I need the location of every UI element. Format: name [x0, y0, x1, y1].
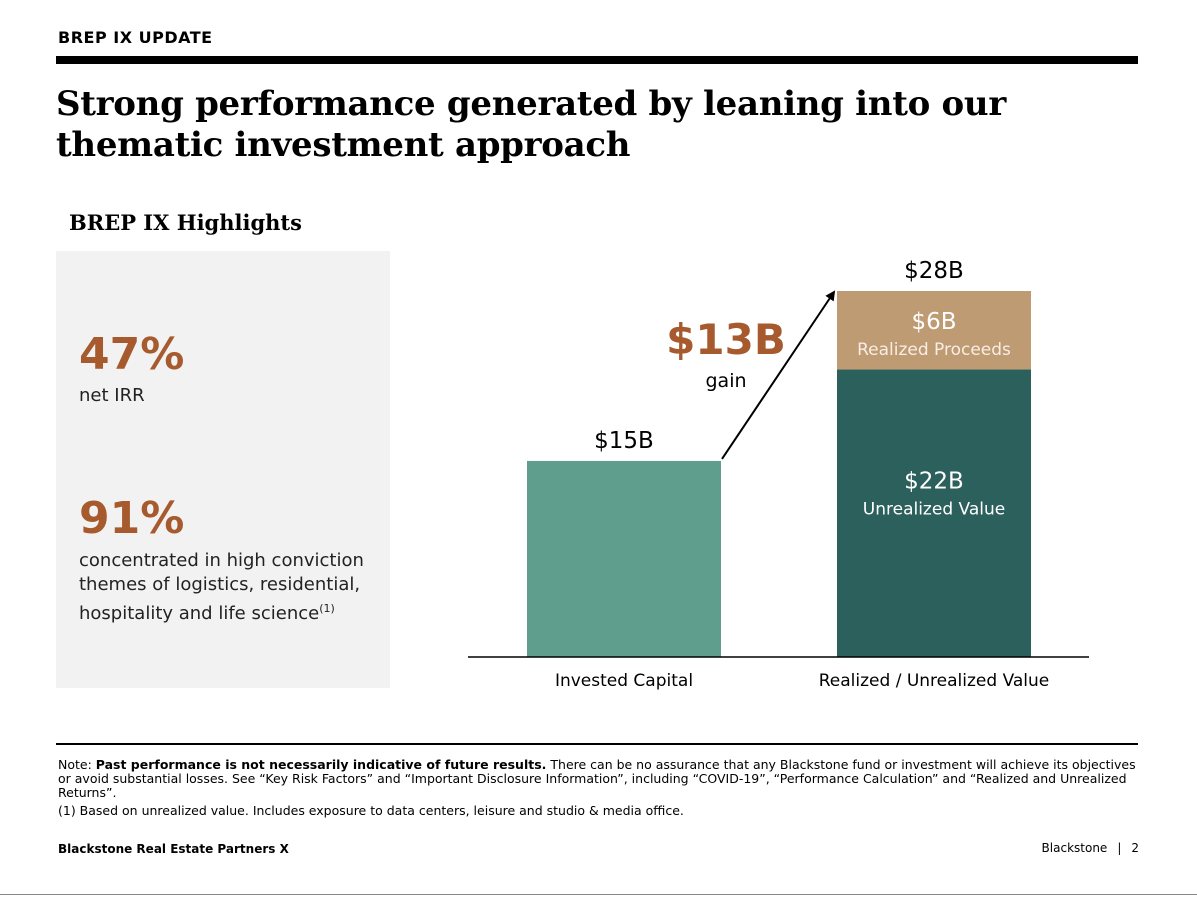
concentration-line-1: concentrated in high conviction — [79, 550, 364, 571]
concentration-stat-value: 91% — [79, 493, 185, 544]
highlights-panel — [56, 251, 390, 688]
total-label: $28B — [904, 258, 964, 284]
segment-name-label: Realized Proceeds — [857, 340, 1011, 360]
concentration-line-3: hospitality and life science(1) — [79, 597, 364, 626]
gain-arrow — [721, 290, 836, 460]
bar-realized-proceeds — [837, 291, 1031, 370]
page-number: 2 — [1131, 841, 1139, 855]
note-bold: Past performance is not necessarily indi… — [95, 757, 547, 772]
note-text: There can be no assurance that any Black… — [58, 757, 1136, 800]
concentration-stat-label: concentrated in high conviction themes o… — [79, 549, 364, 626]
footnote-ref: (1) — [319, 602, 335, 615]
value-bar-chart: Invested Capital $15B Realized / Unrealize… — [468, 258, 1089, 691]
irr-stat-label: net IRR — [79, 385, 145, 406]
brand-name: Blackstone — [1041, 841, 1108, 855]
note-divider — [56, 743, 1138, 745]
segment-name-label: Unrealized Value — [863, 499, 1005, 519]
gain-text: gain — [705, 370, 746, 392]
page-title: Strong performance generated by leaning … — [56, 84, 1006, 165]
disclaimer-note: Note: Past performance is not necessaril… — [58, 758, 1138, 800]
footnote-1: (1) Based on unrealized value. Includes … — [58, 803, 684, 818]
segment-value-label: $22B — [904, 468, 964, 494]
note-prefix: Note: — [58, 757, 96, 772]
gain-value: $13B — [666, 315, 786, 364]
irr-stat-value: 47% — [79, 329, 185, 380]
category-label: Realized / Unrealized Value — [819, 671, 1050, 691]
fund-name: Blackstone Real Estate Partners X — [58, 842, 289, 856]
page-footer: Blackstone | 2 — [1042, 841, 1139, 855]
total-label: $15B — [594, 428, 654, 454]
category-label: Invested Capital — [555, 671, 693, 691]
section-eyebrow: BREP IX UPDATE — [58, 28, 213, 47]
segment-value-label: $6B — [911, 309, 956, 335]
footer-separator: | — [1117, 841, 1122, 855]
concentration-line-3-text: hospitality and life science — [79, 603, 320, 624]
bottom-divider — [0, 894, 1197, 895]
highlights-heading: BREP IX Highlights — [69, 210, 302, 235]
top-divider — [56, 56, 1138, 64]
bar-invested-capital — [527, 460, 721, 657]
bar-unrealized-value — [837, 369, 1031, 657]
concentration-line-2: themes of logistics, residential, — [79, 574, 361, 595]
